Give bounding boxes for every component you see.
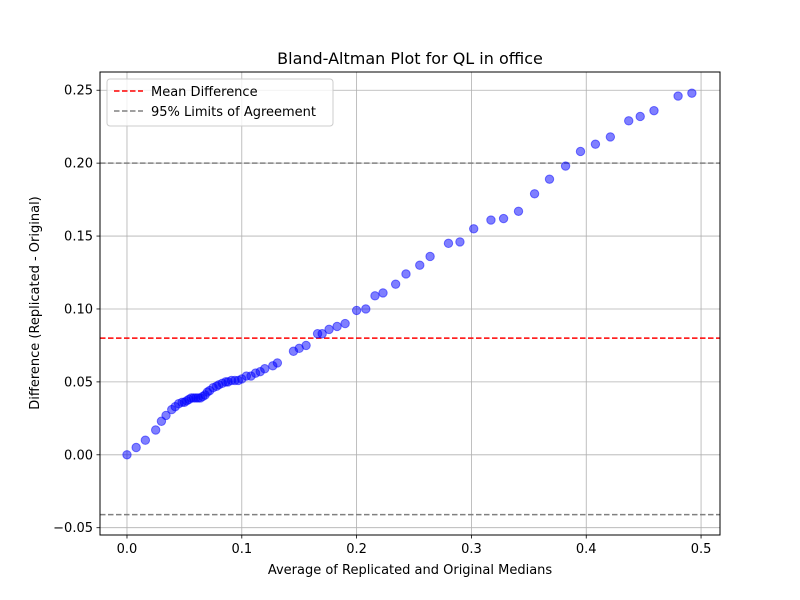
legend-mean-difference-label: Mean Difference (151, 85, 258, 100)
y-tick-label: 0.05 (64, 375, 93, 390)
y-tick-label: 0.20 (64, 157, 93, 172)
data-point (590, 139, 601, 149)
reference-lines (100, 162, 720, 516)
y-tick-label: −0.05 (53, 521, 93, 536)
plot-frame (99, 71, 721, 536)
x-tick-label: 0.4 (576, 542, 597, 557)
x-tick-label: 0.3 (461, 542, 482, 557)
data-point (673, 91, 683, 101)
grid (100, 72, 720, 535)
data-point (401, 269, 411, 279)
data-point (260, 364, 270, 374)
x-tick-label: 0.5 (691, 542, 712, 557)
y-axis-ticks: −0.05 0.00 0.05 0.10 0.15 0.20 0.25 (53, 84, 100, 536)
data-point (361, 304, 371, 314)
data-point (635, 111, 645, 122)
data-point (378, 288, 388, 298)
data-point (415, 260, 425, 270)
y-tick-label: 0.25 (64, 84, 93, 99)
data-point (486, 215, 496, 225)
data-point (122, 450, 132, 460)
data-point (513, 206, 524, 216)
data-point (498, 213, 509, 224)
data-point (649, 105, 659, 116)
y-tick-label: 0.00 (64, 448, 93, 463)
data-point (544, 174, 555, 184)
x-tick-label: 0.2 (346, 542, 367, 557)
data-points (122, 88, 697, 460)
x-axis-label: Average of Replicated and Original Media… (268, 563, 553, 578)
chart-title: Bland-Altman Plot for QL in office (277, 49, 543, 68)
data-point (443, 238, 454, 249)
data-point (317, 329, 327, 339)
data-point (605, 132, 616, 142)
data-point (332, 321, 342, 332)
data-point (370, 291, 380, 301)
y-tick-label: 0.15 (64, 230, 93, 245)
y-axis-label: Difference (Replicated - Original) (28, 196, 43, 410)
data-point (687, 88, 697, 98)
data-point (161, 410, 171, 421)
data-point (469, 224, 479, 234)
data-point (575, 146, 586, 157)
data-point (301, 340, 311, 351)
data-point (425, 251, 435, 262)
data-point (455, 237, 465, 247)
data-point (272, 358, 283, 368)
x-tick-label: 0.1 (231, 542, 252, 557)
data-point (150, 425, 161, 435)
data-point (390, 279, 401, 289)
x-axis-ticks: 0.0 0.1 0.2 0.3 0.4 0.5 (117, 535, 712, 557)
data-point (131, 442, 141, 453)
legend-box (106, 78, 334, 127)
data-point (140, 435, 151, 445)
data-point (560, 161, 571, 171)
data-point (324, 324, 334, 335)
data-point (624, 116, 634, 126)
legend: Mean Difference 95% Limits of Agreement (106, 78, 334, 127)
data-point (529, 189, 540, 199)
legend-limits-of-agreement-label: 95% Limits of Agreement (151, 105, 316, 120)
data-point (340, 318, 350, 329)
y-tick-label: 0.10 (64, 302, 93, 317)
x-tick-label: 0.0 (117, 542, 138, 557)
data-point (351, 305, 362, 316)
